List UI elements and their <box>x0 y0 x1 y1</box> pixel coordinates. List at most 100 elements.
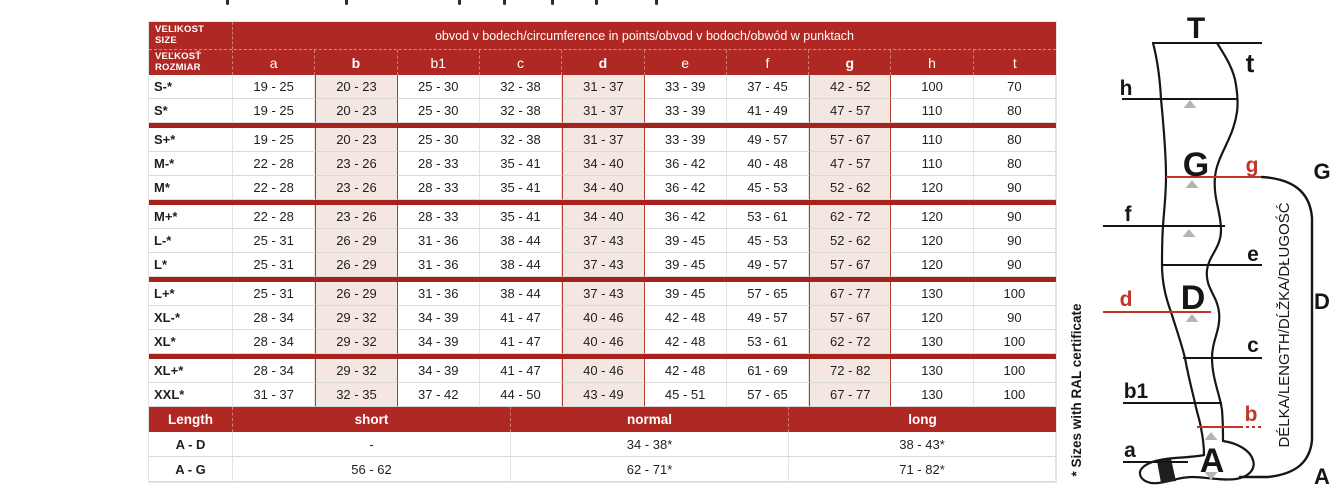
cell-mminus-g: 47 - 57 <box>809 152 892 176</box>
cell-mplus-b: 23 - 26 <box>315 205 398 229</box>
cell-s-b: 20 - 23 <box>315 99 398 123</box>
leg-front-contour <box>1151 41 1206 457</box>
label-a: a <box>1124 439 1136 462</box>
label-f: f <box>1125 203 1133 226</box>
length-bracket <box>1238 175 1314 479</box>
size-header-cell-2: VEĽKOSŤ ROZMIAR <box>149 50 233 75</box>
cell-lplus-e: 39 - 45 <box>644 282 727 306</box>
cell-xlplus-a: 28 - 34 <box>233 359 316 383</box>
column-header-c: c <box>480 50 563 75</box>
cell-mminus-h: 110 <box>891 152 974 176</box>
cell-xl-b: 29 - 32 <box>315 330 398 354</box>
cell-lminus-b: 26 - 29 <box>315 229 398 253</box>
ral-certificate-note: * Sizes with RAL certificate <box>1069 303 1084 477</box>
cell-lminus-c: 38 - 44 <box>479 229 563 253</box>
cell-mminus-c: 35 - 41 <box>479 152 563 176</box>
cell-lminus-b1: 31 - 36 <box>397 229 480 253</box>
cell-m-h: 120 <box>891 176 974 200</box>
cell-lplus-a: 25 - 31 <box>233 282 316 306</box>
cell-xl-t: 100 <box>973 330 1056 354</box>
cropped-text-fragment <box>345 0 348 5</box>
cell-xlplus-f: 61 - 69 <box>726 359 810 383</box>
cell-xxl-h: 130 <box>891 383 974 407</box>
cell-xxl-g: 67 - 77 <box>809 383 892 407</box>
red-measure-lines <box>1103 176 1262 428</box>
cell-splus-e: 33 - 39 <box>644 128 727 152</box>
column-header-b: b <box>315 50 398 75</box>
leg-back-contour <box>1205 41 1239 442</box>
cell-mplus-d: 34 - 40 <box>562 205 645 229</box>
label-G-inner: G <box>1183 146 1209 184</box>
cell-mminus-e: 36 - 42 <box>644 152 727 176</box>
label-d: d <box>1120 288 1133 311</box>
length-header-normal: normal <box>511 407 789 432</box>
length-value-a-g-2: 71 - 82* <box>789 457 1056 482</box>
cell-xlplus-b: 29 - 32 <box>315 359 398 383</box>
cell-m-t: 90 <box>973 176 1056 200</box>
cell-m-g: 52 - 62 <box>809 176 892 200</box>
cell-xlplus-g: 72 - 82 <box>809 359 892 383</box>
leg-measurement-diagram: T t h G g G f e d D D c b1 b a A A DÉLKA… <box>1069 12 1331 489</box>
cell-xlplus-h: 130 <box>891 359 974 383</box>
cell-m-d: 34 - 40 <box>562 176 645 200</box>
cell-xlminus-a: 28 - 34 <box>233 306 316 330</box>
label-h: h <box>1120 77 1133 100</box>
cell-xlplus-t: 100 <box>973 359 1056 383</box>
cropped-text-fragment <box>503 0 506 5</box>
size-row-xlplus: XL+* 28 - 34 29 - 32 34 - 39 41 - 47 40 - 46 4… <box>149 354 1056 383</box>
cropped-text-fragment <box>655 0 658 5</box>
label-b1: b1 <box>1124 380 1149 403</box>
length-row-a-g: A - G 56 - 62 62 - 71* 71 - 82* <box>149 457 1056 482</box>
cell-splus-d: 31 - 37 <box>562 128 645 152</box>
cell-s-b1: 25 - 30 <box>397 99 480 123</box>
cell-mminus-b: 23 - 26 <box>315 152 398 176</box>
column-header-e: e <box>645 50 727 75</box>
cell-xxl-t: 100 <box>973 383 1056 407</box>
label-t: t <box>1246 48 1255 78</box>
cell-l-d: 37 - 43 <box>562 253 645 277</box>
length-header-row: Length short normal long <box>149 407 1056 432</box>
cell-mplus-f: 53 - 61 <box>726 205 810 229</box>
cell-mminus-b1: 28 - 33 <box>397 152 480 176</box>
cropped-text-fragment <box>458 0 461 5</box>
cell-xl-b1: 34 - 39 <box>397 330 480 354</box>
cell-lminus-g: 52 - 62 <box>809 229 892 253</box>
cell-sminus-e: 33 - 39 <box>644 75 727 99</box>
cell-xl-e: 42 - 48 <box>644 330 727 354</box>
cell-sminus-f: 37 - 45 <box>726 75 810 99</box>
cell-s-e: 33 - 39 <box>644 99 727 123</box>
cell-sminus-b: 20 - 23 <box>315 75 398 99</box>
cell-sminus-h: 100 <box>891 75 974 99</box>
cell-sminus-g: 42 - 52 <box>809 75 892 99</box>
cell-splus-c: 32 - 38 <box>479 128 563 152</box>
column-header-d: d <box>562 50 645 75</box>
size-row-l: L* 25 - 31 26 - 29 31 - 36 38 - 44 37 - 43 39 … <box>149 253 1056 277</box>
cell-xlplus-b1: 34 - 39 <box>397 359 480 383</box>
length-header-long: long <box>908 412 937 427</box>
cell-m-f: 45 - 53 <box>726 176 810 200</box>
size-label: XL+* <box>149 359 233 383</box>
cell-lminus-f: 45 - 53 <box>726 229 810 253</box>
table-header-row-1: VELIKOST SIZE obvod v bodech/circumferen… <box>149 22 1056 49</box>
cell-splus-h: 110 <box>891 128 974 152</box>
column-header-h: h <box>891 50 974 75</box>
cell-xlplus-e: 42 - 48 <box>644 359 727 383</box>
cell-lplus-h: 130 <box>891 282 974 306</box>
cell-l-g: 57 - 67 <box>809 253 892 277</box>
size-row-splus: S+* 19 - 25 20 - 23 25 - 30 32 - 38 31 - 37 33… <box>149 123 1056 152</box>
label-g: g <box>1246 154 1259 177</box>
size-row-mminus: M-* 22 - 28 23 - 26 28 - 33 35 - 41 34 - 40 36… <box>149 152 1056 176</box>
label-A-bracket: A <box>1314 464 1330 489</box>
size-label: XXL* <box>149 383 233 407</box>
cell-l-b: 26 - 29 <box>315 253 398 277</box>
size-header-cell: VELIKOST SIZE <box>149 22 233 49</box>
size-label: M+* <box>149 205 233 229</box>
cell-splus-b1: 25 - 30 <box>397 128 480 152</box>
length-value-a-g-1: 62 - 71* <box>511 457 789 482</box>
table-header-row-2: VEĽKOSŤ ROZMIAR a b b1 c d e f g h t <box>149 49 1056 75</box>
cell-mplus-t: 90 <box>973 205 1056 229</box>
cropped-text-fragment <box>595 0 598 5</box>
gray-arrow-markers <box>1182 100 1218 480</box>
cell-xxl-a: 31 - 37 <box>233 383 316 407</box>
cell-mplus-e: 36 - 42 <box>644 205 727 229</box>
